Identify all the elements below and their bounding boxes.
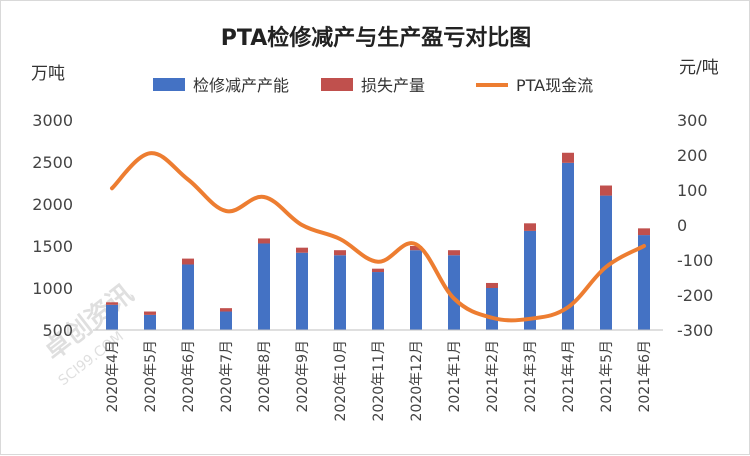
bar-capacity — [106, 305, 118, 330]
right-axis-unit: 元/吨 — [679, 58, 719, 78]
x-tick-label: 2021年6月 — [637, 340, 653, 413]
legend-label: PTA现金流 — [516, 76, 593, 95]
x-tick-label: 2021年4月 — [561, 340, 577, 413]
x-tick-label: 2020年9月 — [295, 340, 311, 413]
bar-capacity — [258, 243, 270, 330]
bar-loss — [486, 283, 498, 288]
right-tick-label: 300 — [677, 111, 708, 130]
left-tick-label: 3000 — [32, 111, 73, 130]
x-axis: 2020年4月 2020年5月 2020年6月 2020年7月 2020年8月 2020年… — [93, 330, 663, 421]
bar-capacity — [296, 253, 308, 330]
left-tick-label: 1000 — [32, 279, 73, 298]
bar-capacity — [410, 250, 422, 330]
x-tick-label: 2020年8月 — [257, 340, 273, 413]
bar-loss — [334, 250, 346, 255]
bar-capacity — [334, 255, 346, 330]
bar-capacity — [144, 315, 156, 330]
bar-loss — [524, 223, 536, 231]
x-tick-label: 2020年10月 — [333, 340, 349, 421]
legend-label: 检修减产产能 — [193, 76, 289, 95]
chart-title: PTA检修减产与生产盈亏对比图 — [221, 25, 531, 51]
x-tick-label: 2020年5月 — [143, 340, 159, 413]
x-tick-label: 2020年11月 — [371, 340, 387, 421]
x-tick-label: 2020年4月 — [105, 340, 121, 413]
bar-capacity — [486, 288, 498, 330]
right-tick-label: 0 — [677, 216, 687, 235]
x-tick-label: 2021年3月 — [523, 340, 539, 413]
bar-loss — [448, 250, 460, 255]
x-tick-label: 2020年7月 — [219, 340, 235, 413]
left-axis-unit: 万吨 — [31, 64, 65, 84]
bar-capacity — [524, 231, 536, 330]
x-tick-label: 2021年5月 — [599, 340, 615, 413]
right-tick-label: -200 — [677, 286, 713, 305]
bar-loss — [372, 269, 384, 272]
legend: 检修减产产能 损失产量 PTA现金流 — [153, 76, 593, 95]
bar-loss — [638, 228, 650, 235]
left-tick-label: 1500 — [32, 237, 73, 256]
left-tick-label: 500 — [42, 321, 73, 340]
bar-loss — [182, 259, 194, 265]
bar-capacity — [182, 264, 194, 330]
right-axis: -300 -200 -100 0 100 200 300 — [677, 111, 713, 340]
right-tick-label: 100 — [677, 181, 708, 200]
legend-swatch — [153, 78, 185, 91]
bar-loss — [220, 308, 232, 311]
bar-loss — [258, 238, 270, 243]
left-tick-label: 2500 — [32, 153, 73, 172]
left-axis: 500 1000 1500 2000 2500 3000 — [32, 111, 73, 340]
legend-label: 损失产量 — [361, 76, 425, 95]
bar-loss — [562, 153, 574, 163]
right-tick-label: -300 — [677, 321, 713, 340]
bar-capacity — [372, 272, 384, 330]
legend-swatch — [321, 78, 353, 91]
left-tick-label: 2000 — [32, 195, 73, 214]
x-tick-label: 2020年12月 — [409, 340, 425, 421]
bar-loss — [296, 248, 308, 253]
bar-capacity — [220, 312, 232, 330]
right-tick-label: 200 — [677, 146, 708, 165]
bar-loss — [600, 186, 612, 196]
bar-loss — [144, 312, 156, 315]
right-tick-label: -100 — [677, 251, 713, 270]
x-tick-label: 2020年6月 — [181, 340, 197, 413]
x-tick-label: 2021年2月 — [485, 340, 501, 413]
x-tick-label: 2021年1月 — [447, 340, 463, 413]
bar-loss — [106, 302, 118, 305]
